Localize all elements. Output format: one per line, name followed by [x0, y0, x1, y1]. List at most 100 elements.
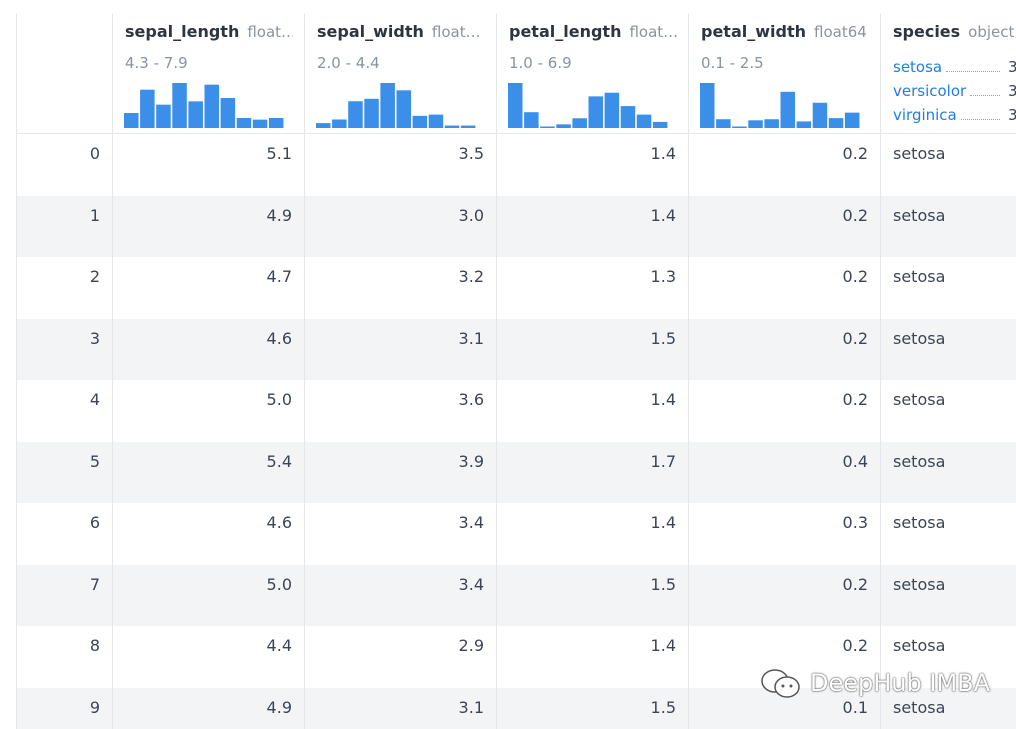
histogram-bar: [460, 125, 476, 128]
table-cell: 4.9: [112, 687, 304, 729]
table-cell: 3.1: [304, 318, 496, 382]
table-cell: 2.9: [304, 626, 496, 689]
table-cell: 3.9: [304, 441, 496, 505]
histogram-bar: [156, 104, 171, 128]
histogram-bar: [748, 120, 763, 128]
category-count: 3: [1008, 58, 1016, 76]
category-count: 3: [1008, 82, 1016, 100]
table-cell: 5.0: [112, 564, 304, 628]
table-cell: 1.3: [496, 257, 688, 320]
row-index: 4: [16, 380, 112, 443]
histogram-bar: [364, 98, 379, 128]
table-cell: 3.4: [304, 564, 496, 628]
histogram-bar: [540, 126, 555, 128]
row-index: 3: [16, 318, 112, 382]
table-cell: 4.6: [112, 503, 304, 566]
histogram-bar: [316, 123, 331, 128]
header-cell: [880, 14, 1016, 134]
leader-line: [961, 119, 1000, 120]
table-cell: 4.9: [112, 195, 304, 259]
table-cell: setosa: [880, 503, 1016, 566]
column-header: species object: [893, 22, 1014, 41]
table-cell: 1.4: [496, 380, 688, 443]
histogram-bar: [396, 90, 411, 128]
header-cell: [304, 14, 496, 134]
row-index: 7: [16, 564, 112, 628]
column-header: sepal_width float…: [317, 22, 485, 41]
histogram: [508, 83, 668, 128]
histogram: [124, 83, 284, 128]
histogram-bar: [572, 118, 587, 128]
leader-line: [970, 95, 1000, 96]
histogram-bar: [140, 89, 155, 128]
histogram-bar: [348, 101, 363, 128]
watermark: DeepHub IMBA: [758, 666, 990, 700]
histogram-bar: [732, 126, 747, 128]
column-dtype: float…: [629, 23, 677, 41]
histogram-bar: [380, 83, 395, 128]
table-cell: 1.4: [496, 503, 688, 566]
histogram-bar: [428, 114, 444, 128]
histogram-bar: [332, 119, 347, 128]
column-dtype: float…: [431, 23, 481, 41]
row-index: 5: [16, 441, 112, 505]
table-cell: 0.2: [688, 564, 880, 628]
row-index: 8: [16, 626, 112, 689]
histogram-bar: [780, 91, 795, 128]
row-index: 6: [16, 503, 112, 566]
histogram-bar: [812, 102, 828, 128]
histogram-bar: [204, 84, 219, 128]
row-index: 9: [16, 687, 112, 729]
table-cell: 3.5: [304, 134, 496, 197]
table-cell: setosa: [880, 626, 1016, 689]
table-cell: 3.0: [304, 195, 496, 259]
table-cell: setosa: [880, 380, 1016, 443]
table-cell: 4.4: [112, 626, 304, 689]
histogram-bar: [124, 113, 139, 128]
table-cell: 1.5: [496, 318, 688, 382]
watermark-text: DeepHub IMBA: [810, 669, 991, 697]
table-cell: 5.1: [112, 134, 304, 197]
histogram-bar: [220, 98, 236, 128]
histogram-bar: [556, 124, 571, 128]
histogram-bar: [188, 101, 203, 128]
table-cell: 0.1: [688, 687, 880, 729]
category-link[interactable]: setosa: [893, 58, 943, 76]
column-range: 2.0 - 4.4: [317, 54, 380, 72]
histogram-bar: [252, 119, 268, 128]
category-count: 3: [1008, 106, 1016, 124]
histogram-bar: [524, 112, 539, 128]
category-link[interactable]: virginica: [893, 106, 957, 124]
category-link[interactable]: versicolor: [893, 82, 967, 100]
leader-line: [946, 71, 1000, 72]
histogram-bar: [636, 114, 652, 128]
table-cell: 0.2: [688, 134, 880, 197]
histogram-bar: [588, 96, 603, 128]
table-cell: 1.4: [496, 626, 688, 689]
table-cell: setosa: [880, 441, 1016, 505]
histogram: [700, 83, 860, 128]
histogram-bar: [796, 121, 812, 128]
histogram-bar: [412, 115, 428, 128]
table-cell: 0.2: [688, 380, 880, 443]
header-cell: [496, 14, 688, 134]
column-name: petal_width: [701, 22, 806, 41]
header-cell: [688, 14, 880, 134]
table-cell: 1.5: [496, 564, 688, 628]
column-header: sepal_length float…: [125, 22, 293, 41]
table-cell: 0.3: [688, 503, 880, 566]
table-cell: setosa: [880, 257, 1016, 320]
table-cell: 5.4: [112, 441, 304, 505]
header-cell: [16, 14, 112, 134]
column-range: 4.3 - 7.9: [125, 54, 188, 72]
histogram-bar: [700, 83, 715, 128]
header-cell: [112, 14, 304, 134]
table-cell: 0.2: [688, 318, 880, 382]
column-header: petal_length float…: [509, 22, 677, 41]
row-index: 2: [16, 257, 112, 320]
column-range: 1.0 - 6.9: [509, 54, 572, 72]
histogram-bar: [652, 121, 668, 128]
table-cell: setosa: [880, 564, 1016, 628]
table-cell: 3.6: [304, 380, 496, 443]
